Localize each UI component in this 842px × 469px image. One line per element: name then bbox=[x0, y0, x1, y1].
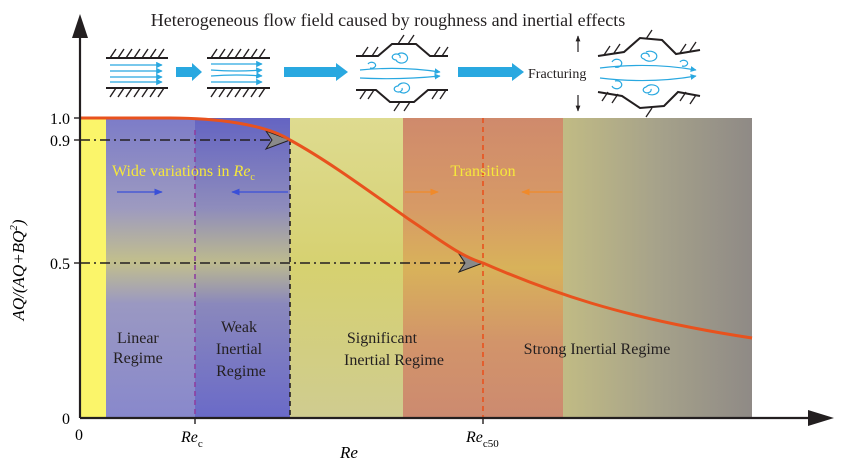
yellow-strip-zone bbox=[80, 118, 106, 418]
weak-inertial-zone bbox=[195, 118, 290, 418]
regime-zones bbox=[80, 118, 752, 418]
x-axis-arrowhead bbox=[808, 410, 834, 426]
y-axis-arrowhead bbox=[72, 14, 88, 38]
y-tick-label-10: 1.0 bbox=[50, 111, 70, 128]
strong-inertial-zone bbox=[563, 118, 752, 418]
flow-stage-arrow-1 bbox=[176, 63, 202, 81]
ratio-curve bbox=[80, 116, 753, 340]
y-tick-label-09: 0.9 bbox=[50, 133, 70, 150]
rec-tick-label: Rec bbox=[180, 429, 203, 450]
flow-panel-weak bbox=[207, 48, 270, 98]
flow-stage-arrow-2 bbox=[284, 63, 348, 81]
figure-title: Heterogeneous flow field caused by rough… bbox=[151, 10, 626, 30]
flow-panel-strong bbox=[575, 29, 701, 118]
x-origin-label: 0 bbox=[75, 427, 83, 444]
y-tick-label-0: 0 bbox=[62, 411, 70, 428]
x-axis-title: Re bbox=[339, 443, 358, 462]
strong-inertial-regime-label: Strong Inertial Regime bbox=[524, 341, 671, 358]
y-tick-label-05: 0.5 bbox=[50, 256, 70, 273]
significant-inertial-zone bbox=[290, 118, 403, 418]
linear-zone bbox=[106, 118, 195, 418]
flow-panel-significant bbox=[356, 34, 449, 112]
flow-stage-arrow-3 bbox=[458, 63, 524, 81]
weak-inertial-regime-label: Weak Inertial Regime bbox=[216, 319, 266, 380]
linear-regime-label: Linear Regime bbox=[113, 330, 163, 367]
y-axis-title: AQ/(AQ+BQ2) bbox=[8, 219, 28, 321]
significant-inertial-regime-label: Significant Inertial Regime bbox=[344, 330, 444, 369]
fracturing-label: Fracturing bbox=[528, 67, 586, 82]
rec50-tick-label: Rec50 bbox=[465, 429, 499, 450]
wide-variations-label: Wide variations in Rec bbox=[112, 163, 255, 183]
transition-label: Transition bbox=[450, 163, 515, 180]
flow-panel-linear bbox=[106, 48, 168, 98]
